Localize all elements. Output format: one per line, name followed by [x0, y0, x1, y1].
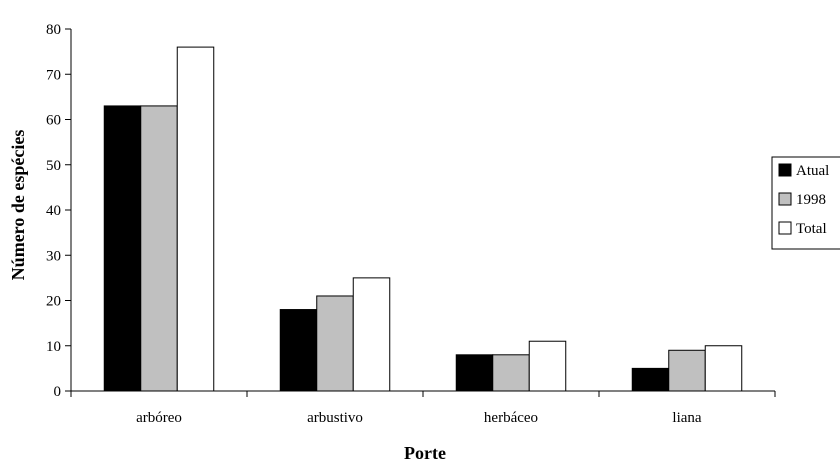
y-tick-label: 10 — [46, 339, 61, 355]
bar-1998 — [140, 105, 178, 392]
bar-total — [352, 277, 391, 392]
bar-1998 — [316, 295, 354, 392]
bar-atual — [279, 309, 318, 392]
bar-total — [528, 340, 567, 392]
legend: Atual 1998 Total — [771, 156, 840, 250]
x-tick-label: herbáceo — [484, 410, 538, 426]
bar-atual — [455, 354, 494, 392]
legend-label: Atual — [796, 163, 829, 179]
legend-swatch — [778, 221, 792, 235]
legend-label: Total — [796, 221, 827, 237]
bar-atual — [631, 367, 670, 392]
bar-total — [704, 345, 743, 392]
y-tick-label: 0 — [54, 384, 62, 400]
legend-swatch — [778, 192, 792, 206]
x-tick-label: arbóreo — [136, 410, 182, 426]
y-tick-label: 80 — [46, 22, 61, 38]
legend-swatch — [778, 163, 792, 177]
y-tick-label: 40 — [46, 203, 61, 219]
x-axis-title: Porte — [404, 443, 446, 463]
x-axis: arbóreo arbustivo herbáceo liana — [70, 390, 776, 426]
bar-1998 — [492, 354, 530, 392]
bar-atual — [103, 105, 142, 392]
y-axis: 0 10 20 30 40 50 60 70 80 — [46, 22, 72, 400]
x-tick-label: liana — [672, 410, 701, 426]
bar-total — [176, 46, 215, 392]
y-tick-label: 30 — [46, 248, 61, 264]
bars — [103, 46, 743, 392]
y-axis-title: Número de espécies — [8, 130, 28, 281]
bar-1998 — [668, 349, 706, 392]
legend-label: 1998 — [796, 192, 826, 208]
y-tick-label: 20 — [46, 294, 61, 310]
x-tick-label: arbustivo — [307, 410, 363, 426]
y-tick-label: 70 — [46, 67, 61, 83]
y-tick-label: 50 — [46, 158, 61, 174]
y-tick-label: 60 — [46, 113, 61, 129]
